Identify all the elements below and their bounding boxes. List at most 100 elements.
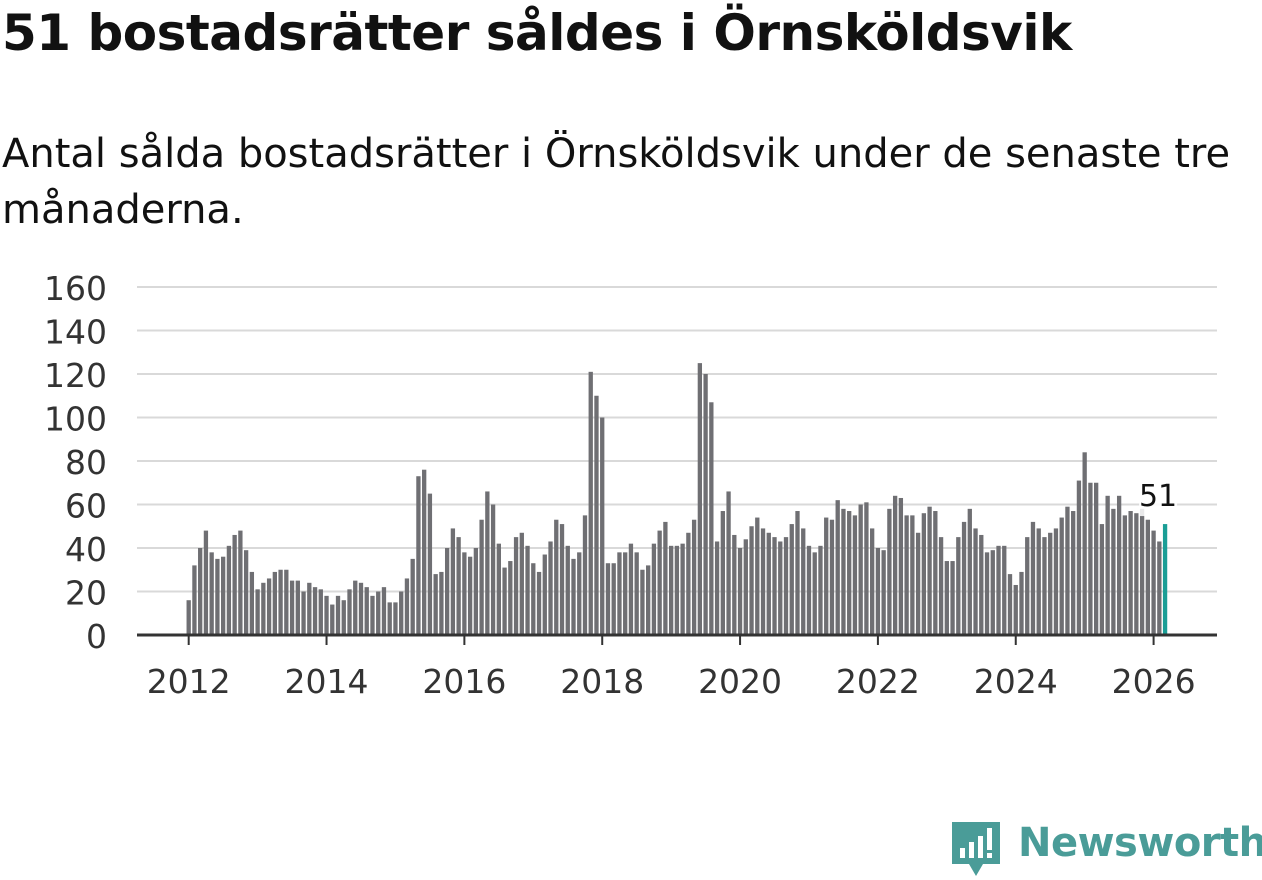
y-axis-tick-labels: 0 20 40 60 80 100 120 140 160: [44, 269, 107, 656]
bar: [996, 545, 1001, 635]
x-tick-label: 2018: [560, 662, 644, 701]
bar: [456, 537, 461, 635]
bar: [795, 511, 800, 635]
bar: [1002, 545, 1007, 635]
bar: [203, 530, 209, 635]
bar: [824, 517, 829, 635]
bar: [737, 548, 743, 635]
x-tick-label: 2016: [422, 662, 506, 701]
bar: [623, 552, 628, 635]
bar: [1111, 508, 1116, 635]
bar: [1099, 524, 1105, 635]
bar: [743, 539, 748, 635]
bar: [1059, 517, 1064, 635]
bar: [318, 589, 323, 635]
bar: [353, 580, 358, 635]
bar: [358, 582, 364, 635]
bar: [307, 582, 312, 635]
bar: [651, 543, 657, 635]
bar-highlight: [1162, 524, 1168, 635]
bar: [571, 558, 576, 635]
bar: [450, 528, 456, 635]
bar: [525, 545, 530, 635]
y-tick-label: 20: [65, 574, 107, 613]
x-axis-ticks: 2012 2014 2016 2018 2020 2022 2024 2026: [147, 635, 1196, 701]
y-tick-label: 80: [65, 443, 107, 482]
x-tick-label: 2024: [974, 662, 1058, 701]
bar: [961, 521, 967, 635]
bar: [1030, 521, 1036, 635]
bar: [870, 528, 875, 635]
bar: [640, 569, 645, 635]
bar: [479, 519, 484, 635]
bar: [278, 569, 283, 635]
bar: [1053, 528, 1059, 635]
bar: [335, 595, 341, 635]
chart-subtitle: Antal sålda bostadsrätter i Örnsköldsvik…: [2, 131, 1231, 233]
bar: [680, 543, 685, 635]
bar: [473, 548, 479, 635]
bar: [938, 537, 944, 635]
bar: [433, 574, 438, 635]
bar: [657, 530, 662, 635]
bar: [347, 589, 352, 635]
bar: [519, 532, 524, 635]
bar: [232, 534, 237, 635]
y-tick-label: 60: [65, 487, 107, 526]
bar: [979, 534, 984, 635]
bar: [387, 602, 392, 635]
bar: [198, 548, 203, 635]
data-labels: 51: [1139, 479, 1177, 517]
bar: [950, 561, 955, 635]
bar: [427, 493, 433, 635]
bar: [266, 578, 272, 635]
y-tick-label: 140: [44, 313, 107, 352]
bar: [772, 537, 777, 635]
bar: [490, 504, 496, 635]
bar: [1048, 532, 1053, 635]
bar: [404, 578, 410, 635]
bar: [755, 517, 760, 635]
bar: [1042, 537, 1047, 635]
bar: [312, 587, 318, 635]
bar: [330, 604, 335, 635]
bar: [973, 528, 978, 635]
bar: [531, 563, 536, 635]
bar: [186, 600, 191, 635]
bar: [668, 545, 674, 635]
bar: [192, 565, 197, 635]
y-tick-label: 0: [86, 617, 107, 656]
grid-lines: [137, 286, 1217, 593]
bar: [582, 515, 588, 635]
bar: [697, 363, 703, 635]
bars: [186, 363, 1168, 635]
bar: [778, 541, 783, 635]
bar: [588, 371, 593, 635]
bar: [703, 374, 708, 635]
bar: [841, 508, 846, 635]
bar: [898, 497, 904, 635]
bar: [341, 600, 346, 635]
bar: [444, 548, 450, 635]
bar: [933, 511, 938, 635]
bar: [812, 552, 817, 635]
bar: [1122, 515, 1128, 635]
bar: [829, 519, 835, 635]
bar: [577, 552, 582, 635]
bar: [301, 591, 306, 635]
y-tick-label: 160: [44, 269, 107, 308]
bar: [1139, 508, 1145, 635]
y-tick-label: 40: [65, 530, 107, 569]
bar: [1134, 513, 1139, 635]
chart-title: 51 bostadsrätter såldes i Örnsköldsvik: [2, 4, 1072, 62]
data-label-latest: 51: [1139, 479, 1177, 514]
bar: [726, 491, 731, 635]
bar: [801, 528, 806, 635]
bar: [513, 537, 519, 635]
bar: [760, 528, 766, 635]
bar: [289, 580, 295, 635]
bar: [295, 580, 300, 635]
bar: [249, 571, 255, 635]
bar: [1088, 482, 1093, 635]
